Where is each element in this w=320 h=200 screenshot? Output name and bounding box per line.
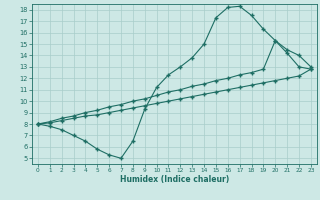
X-axis label: Humidex (Indice chaleur): Humidex (Indice chaleur) [120, 175, 229, 184]
